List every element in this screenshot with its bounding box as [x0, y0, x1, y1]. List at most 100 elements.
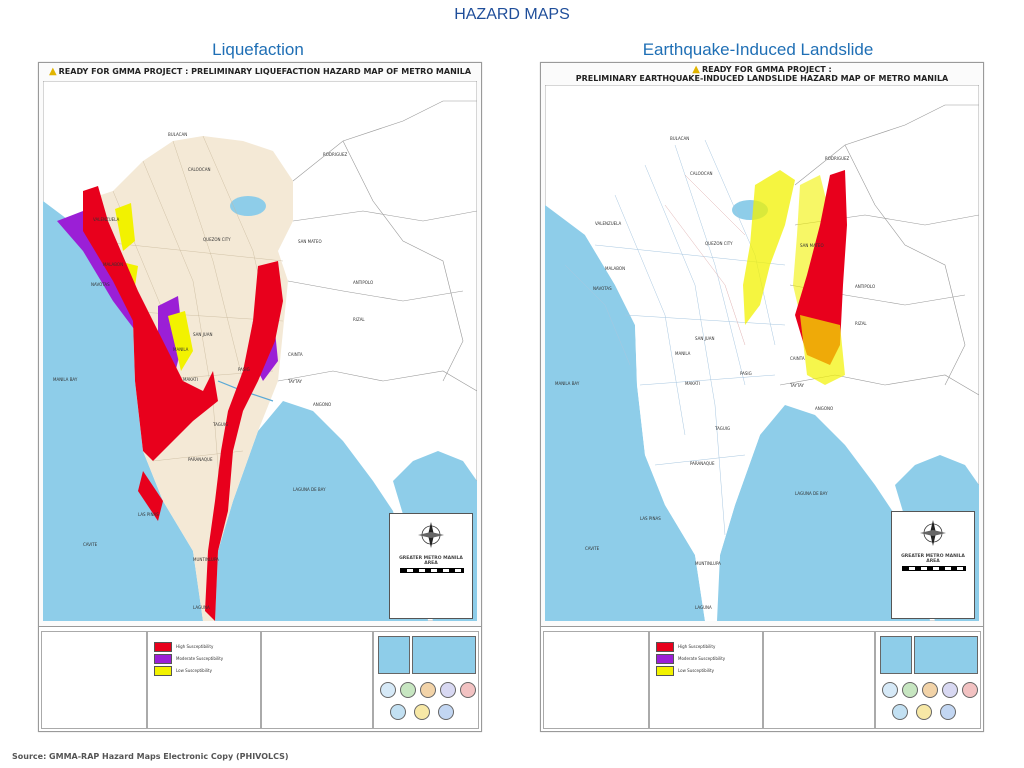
map-label: MUNTINLUPA	[193, 557, 219, 562]
map-label: LAGUNA DE BAY	[293, 487, 326, 492]
map-label: MALABON	[103, 262, 123, 267]
legend-label-moderate: Moderate Susceptibility	[176, 656, 224, 661]
map-label: SAN MATEO	[298, 239, 322, 244]
map-label: TAYTAY	[287, 379, 303, 384]
legend-swatch-low	[154, 666, 172, 676]
high-susceptibility-zone	[795, 170, 847, 365]
laguna-de-bay	[213, 401, 428, 621]
liquefaction-map: BULACAN CALOOCAN QUEZON CITY MANILA PASI…	[43, 81, 477, 621]
compass-icon	[418, 522, 444, 548]
map-label: PASIG	[740, 371, 752, 376]
map-label: PARANAQUE	[690, 461, 715, 466]
compass-icon	[920, 520, 946, 546]
map-label: NAVOTAS	[91, 282, 110, 287]
landslide-header-line1: READY FOR GMMA PROJECT :	[701, 65, 832, 74]
legend-label-high: High Susceptibility	[678, 644, 716, 649]
low-susceptibility-zone	[743, 170, 795, 325]
liquefaction-legend-row: High Susceptibility Moderate Susceptibil…	[39, 626, 481, 731]
legend-swatch-moderate	[656, 654, 674, 664]
liquefaction-header-text: READY FOR GMMA PROJECT : PRELIMINARY LIQ…	[58, 67, 472, 76]
map-label: BULACAN	[670, 136, 689, 141]
legend-label-low: Low Susceptibility	[678, 668, 714, 673]
landslide-locator-box	[875, 631, 981, 729]
map-label: CAINTA	[790, 356, 805, 361]
landslide-legend-box: High Susceptibility Moderate Susceptibil…	[649, 631, 763, 729]
map-label: ANTIPOLO	[855, 284, 875, 289]
slide-title: HAZARD MAPS	[454, 6, 570, 23]
legend-swatch-high	[154, 642, 172, 652]
landslide-map-header: ▲ READY FOR GMMA PROJECT : PRELIMINARY EA…	[541, 65, 983, 85]
inset-title: GREATER METRO MANILA AREA	[399, 556, 463, 566]
landslide-notes-box	[763, 631, 875, 729]
map-label: RODRIGUEZ	[825, 156, 850, 161]
map-label: CAVITE	[83, 542, 98, 547]
map-label: ANGONO	[313, 402, 331, 407]
map-label: MALABON	[605, 266, 625, 271]
legend-swatch-high	[656, 642, 674, 652]
map-label: SAN MATEO	[800, 243, 824, 248]
landslide-map: BULACAN CALOOCAN QUEZON CITY MANILA PASI…	[545, 85, 979, 621]
map-label: PASIG	[238, 367, 250, 372]
legend-label-high: High Susceptibility	[176, 644, 214, 649]
map-label: LAGUNA	[193, 605, 210, 610]
map-label: MAKATI	[685, 381, 700, 386]
landslide-heading: Earthquake-Induced Landslide	[642, 40, 874, 59]
source-caption: Source: GMMA-RAP Hazard Maps Electronic …	[12, 752, 289, 761]
map-label: TAGUIG	[714, 426, 730, 431]
map-label: VALENZUELA	[93, 217, 119, 222]
map-label: MANILA	[675, 351, 691, 356]
legend-swatch-low	[656, 666, 674, 676]
map-label: SAN JUAN	[193, 332, 212, 337]
liquefaction-map-header: ▲ READY FOR GMMA PROJECT : PRELIMINARY LI…	[39, 67, 481, 87]
map-label: MANILA	[173, 347, 189, 352]
landslide-credits-box	[543, 631, 649, 729]
liquefaction-map-info-box: GREATER METRO MANILA AREA	[389, 513, 473, 619]
legend-label-moderate: Moderate Susceptibility	[678, 656, 726, 661]
liquefaction-notes-box	[261, 631, 373, 729]
map-label: CALOOCAN	[690, 171, 712, 176]
map-label: BULACAN	[168, 132, 187, 137]
map-label: LAGUNA	[695, 605, 712, 610]
map-label: TAYTAY	[789, 383, 805, 388]
landslide-map-panel: ▲ READY FOR GMMA PROJECT : PRELIMINARY EA…	[540, 62, 984, 732]
map-label: VALENZUELA	[595, 221, 621, 226]
map-label: MANILA BAY	[53, 377, 78, 382]
warning-icon: ▲	[48, 66, 57, 77]
landslide-header-line2: PRELIMINARY EARTHQUAKE-INDUCED LANDSLIDE…	[575, 74, 949, 83]
map-label: MANILA BAY	[555, 381, 580, 386]
map-label: RIZAL	[855, 321, 867, 326]
map-label: MUNTINLUPA	[695, 561, 721, 566]
inset-title: GREATER METRO MANILA AREA	[901, 554, 965, 564]
landslide-legend-row: High Susceptibility Moderate Susceptibil…	[541, 626, 983, 731]
map-label: CAVITE	[585, 546, 600, 551]
liquefaction-credits-box	[41, 631, 147, 729]
map-label: QUEZON CITY	[705, 241, 733, 246]
liquefaction-locator-box	[373, 631, 479, 729]
map-label: RIZAL	[353, 317, 365, 322]
map-label: MAKATI	[183, 377, 198, 382]
map-label: PARANAQUE	[188, 457, 213, 462]
map-label: ANTIPOLO	[353, 280, 373, 285]
map-label: LAGUNA DE BAY	[795, 491, 828, 496]
liquefaction-legend-box: High Susceptibility Moderate Susceptibil…	[147, 631, 261, 729]
map-label: CALOOCAN	[188, 167, 210, 172]
map-label: LAS PINAS	[138, 512, 159, 517]
map-label: SAN JUAN	[695, 336, 714, 341]
landslide-map-info-box: GREATER METRO MANILA AREA	[891, 511, 975, 619]
map-label: CAINTA	[288, 352, 303, 357]
low-susceptibility-zone	[115, 203, 135, 251]
legend-swatch-moderate	[154, 654, 172, 664]
map-label: NAVOTAS	[593, 286, 612, 291]
legend-label-low: Low Susceptibility	[176, 668, 212, 673]
map-label: TAGUIG	[212, 422, 228, 427]
map-label: ANGONO	[815, 406, 833, 411]
high-susceptibility-zone	[83, 186, 218, 461]
map-label: LAS PINAS	[640, 516, 661, 521]
manila-bay	[43, 201, 203, 621]
map-label: QUEZON CITY	[203, 237, 231, 242]
metro-manila-land	[83, 136, 293, 621]
liquefaction-map-panel: ▲ READY FOR GMMA PROJECT : PRELIMINARY LI…	[38, 62, 482, 732]
warning-icon: ▲	[692, 64, 700, 75]
map-label: RODRIGUEZ	[323, 152, 348, 157]
liquefaction-heading: Liquefaction	[212, 40, 304, 59]
